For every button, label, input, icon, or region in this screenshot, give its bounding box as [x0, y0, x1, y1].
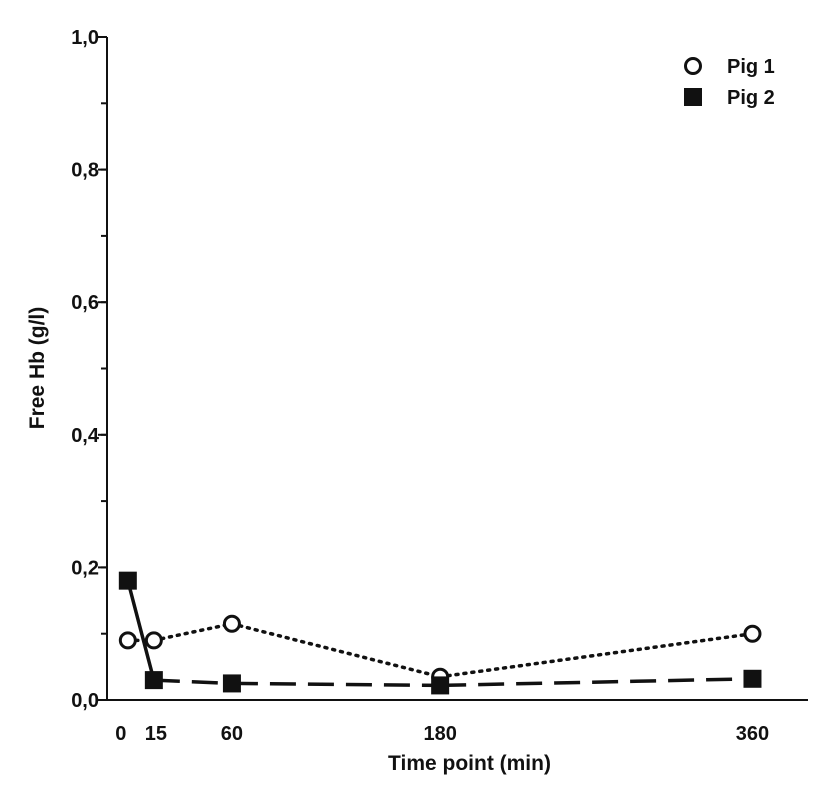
- x-axis-title: Time point (min): [388, 752, 551, 775]
- legend-marker: [684, 88, 702, 106]
- data-point: [118, 631, 137, 650]
- data-point: [144, 671, 163, 690]
- series-layer: [118, 571, 762, 695]
- x-tick-label: 360: [736, 723, 769, 745]
- series-line-segment: [440, 677, 753, 688]
- data-point: [222, 614, 241, 633]
- data-point: [743, 669, 762, 688]
- legend-marker: [684, 57, 702, 75]
- x-tick-label: 0: [115, 723, 126, 745]
- y-axis-title: Free Hb (g/l): [26, 307, 49, 430]
- series-line-segment: [126, 580, 156, 681]
- legend: Pig 1 Pig 2: [684, 56, 775, 109]
- data-point: [118, 571, 137, 590]
- data-point: [144, 631, 163, 650]
- y-tick-label: 0,4: [71, 425, 100, 447]
- series-line-segment: [152, 622, 234, 643]
- y-tick-label: 0,8: [71, 160, 99, 182]
- series-line-segment: [231, 681, 441, 688]
- y-tick-label: 0,0: [71, 690, 99, 712]
- y-tick-label: 0,6: [71, 292, 99, 314]
- y-tick-label: 1,0: [71, 27, 99, 49]
- series-pig-1: [118, 614, 762, 686]
- series-line-segment: [438, 631, 755, 679]
- y-tick-label: 0,2: [71, 557, 99, 579]
- series-line-segment: [230, 622, 442, 679]
- series-pig-2: [118, 571, 762, 695]
- data-point: [431, 676, 450, 695]
- data-point: [743, 624, 762, 643]
- x-tick-label: 60: [221, 723, 243, 745]
- legend-label: Pig 2: [727, 87, 775, 109]
- data-point: [222, 674, 241, 693]
- x-axis: 0 15 60 180 360: [107, 699, 808, 745]
- y-axis: 0,0 0,2 0,4 0,6 0,8 1,0: [71, 27, 108, 712]
- x-tick-label: 15: [145, 723, 167, 745]
- x-tick-label: 180: [423, 723, 456, 745]
- series-line-segment: [153, 678, 233, 686]
- legend-label: Pig 1: [727, 56, 775, 78]
